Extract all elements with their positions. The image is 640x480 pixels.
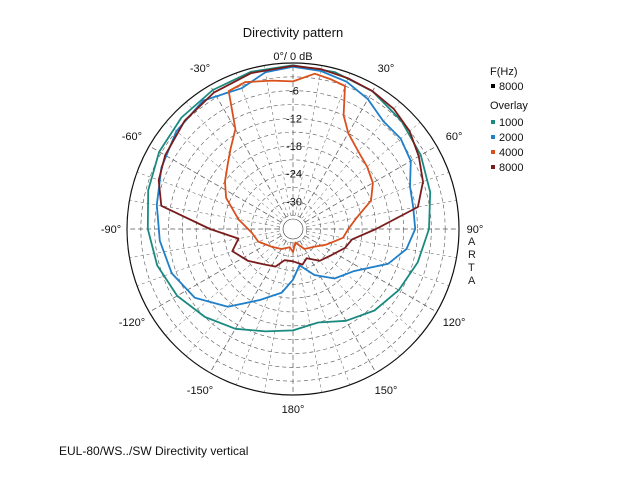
grid-spoke bbox=[295, 65, 323, 216]
legend-label-4000: 4000 bbox=[499, 147, 523, 159]
legend-swatch-2000 bbox=[491, 135, 495, 139]
grid-spoke bbox=[165, 122, 283, 221]
series-line-1000 bbox=[146, 64, 432, 333]
grid-spoke bbox=[303, 122, 421, 221]
grid-spoke bbox=[186, 101, 285, 219]
r-tick-label: -18 bbox=[286, 141, 302, 153]
legend-label-8000: 8000 bbox=[499, 162, 523, 174]
grid-spoke bbox=[297, 72, 351, 217]
grid-spoke bbox=[306, 231, 457, 259]
angle-tick-label: 120° bbox=[443, 317, 466, 329]
grid-spoke bbox=[301, 239, 400, 357]
grid-spoke bbox=[209, 85, 287, 218]
grid-spoke bbox=[263, 65, 291, 216]
r-tick-label: -12 bbox=[286, 113, 302, 125]
grid-spoke bbox=[149, 145, 282, 223]
legend: F(Hz) 8000 Overlay 1000 2000 4000 8000 bbox=[490, 66, 528, 174]
angle-tick-label: 60° bbox=[446, 131, 463, 143]
angle-tick-label: 90° bbox=[467, 224, 484, 236]
grid-spoke bbox=[305, 171, 450, 225]
angle-tick-label: -30° bbox=[190, 63, 210, 75]
angle-tick-label: -60° bbox=[122, 131, 142, 143]
grid-spoke bbox=[306, 199, 457, 227]
legend-swatch-1000 bbox=[491, 120, 495, 124]
grid-spoke bbox=[263, 242, 291, 393]
polar-grid bbox=[126, 62, 460, 396]
grid-ring bbox=[223, 159, 363, 299]
grid-spoke bbox=[304, 235, 437, 313]
angle-tick-label: 0°/ 0 dB bbox=[273, 51, 312, 63]
figure-caption: EUL-80/WS../SW Directivity vertical bbox=[59, 444, 249, 458]
r-tick-label: -24 bbox=[286, 169, 302, 181]
series-line-2000 bbox=[155, 65, 417, 308]
tick-labels: 0°/ 0 dB 30° 60° 90° 120° 150° 180° -150° -120° -… bbox=[101, 51, 483, 416]
grid-ring bbox=[168, 104, 418, 354]
grid-center bbox=[282, 218, 304, 240]
angle-tick-label: 150° bbox=[375, 385, 398, 397]
grid-spoke bbox=[209, 240, 287, 373]
r-tick-label: -30 bbox=[286, 196, 302, 208]
angle-tick-label: 30° bbox=[378, 63, 395, 75]
grid-spoke bbox=[303, 237, 421, 336]
legend-swatch-8000 bbox=[491, 165, 495, 169]
grid-spoke bbox=[295, 242, 323, 393]
legend-overlay-title: Overlay bbox=[490, 100, 528, 112]
grid-spoke bbox=[299, 85, 377, 218]
series-layer bbox=[146, 64, 432, 333]
angle-tick-label: -120° bbox=[119, 317, 145, 329]
angle-tick-label: -150° bbox=[187, 385, 213, 397]
grid-spoke bbox=[304, 145, 437, 223]
grid-spoke bbox=[299, 240, 377, 373]
legend-freq-swatch bbox=[491, 84, 495, 88]
grid-spoke bbox=[186, 239, 285, 357]
legend-label-1000: 1000 bbox=[499, 117, 523, 129]
grid-spoke bbox=[235, 241, 289, 386]
chart-title: Directivity pattern bbox=[243, 25, 343, 40]
grid-spoke bbox=[136, 233, 281, 287]
grid-spoke bbox=[136, 171, 281, 225]
series-line-8000 bbox=[157, 64, 424, 268]
r-tick-label: -6 bbox=[289, 86, 299, 98]
grid-ring bbox=[265, 201, 321, 257]
grid-spoke bbox=[149, 235, 282, 313]
angle-tick-label: -90° bbox=[101, 224, 121, 236]
angle-tick-label: 180° bbox=[282, 404, 305, 416]
legend-freq-title: F(Hz) bbox=[490, 66, 518, 78]
legend-freq-label: 8000 bbox=[499, 81, 523, 93]
legend-label-2000: 2000 bbox=[499, 132, 523, 144]
grid-spoke bbox=[235, 72, 289, 217]
legend-swatch-4000 bbox=[491, 150, 495, 154]
grid-spoke bbox=[301, 101, 400, 219]
grid-spoke bbox=[297, 241, 351, 386]
series-line-4000 bbox=[224, 72, 374, 253]
legend-overlay-entries: 1000 2000 4000 8000 bbox=[491, 117, 523, 174]
grid-spoke bbox=[165, 237, 283, 336]
grid-spoke bbox=[129, 199, 280, 227]
